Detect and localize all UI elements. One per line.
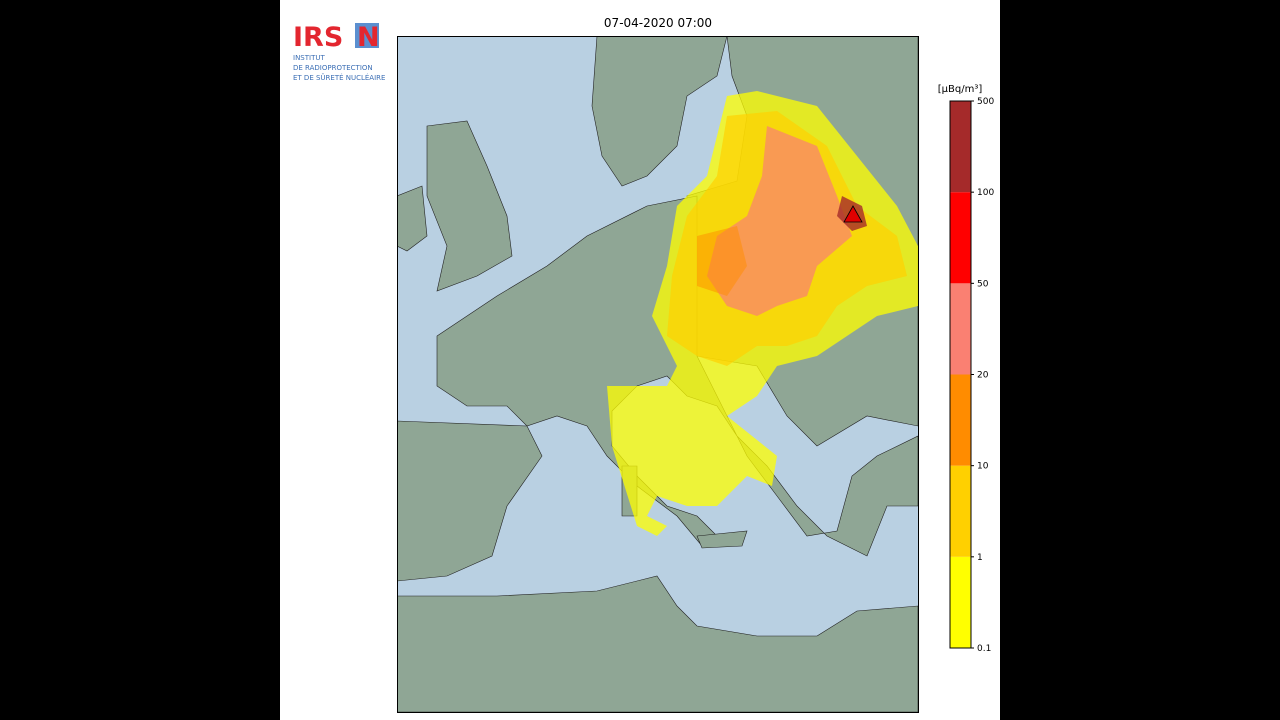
colorbar-tick-label: 1 — [977, 553, 983, 563]
colorbar-tick-label: 10 — [977, 462, 989, 472]
colorbar-tick-label: 50 — [977, 279, 989, 289]
colorbar-band — [950, 101, 971, 193]
colorbar-unit: [µBq/m³] — [938, 84, 983, 95]
colorbar-tick-label: 100 — [977, 188, 994, 198]
colorbar-tick-label: 500 — [977, 97, 994, 107]
colorbar-band — [950, 192, 971, 284]
plume — [607, 91, 918, 536]
institute-line: INSTITUT — [293, 54, 325, 62]
institute-line: DE RADIOPROTECTION — [293, 64, 373, 72]
map-title: 07-04-2020 07:00 — [604, 16, 712, 30]
colorbar: 0.1 1 10 20 50 100 500 — [949, 97, 994, 654]
institute-line: ET DE SÛRETÉ NUCLÉAIRE — [293, 73, 385, 82]
map-frame — [397, 36, 919, 713]
source-marker — [843, 205, 863, 223]
colorbar-tick-label: 0.1 — [977, 644, 991, 654]
colorbar-band — [950, 374, 971, 466]
logo-red: IRS — [293, 22, 343, 53]
logo-blue: N — [357, 22, 380, 53]
colorbar-band — [950, 556, 971, 648]
colorbar-band — [950, 283, 971, 375]
colorbar-tick-label: 20 — [977, 371, 989, 381]
map — [397, 36, 918, 712]
colorbar-band — [950, 465, 971, 557]
logo-box — [355, 23, 379, 48]
